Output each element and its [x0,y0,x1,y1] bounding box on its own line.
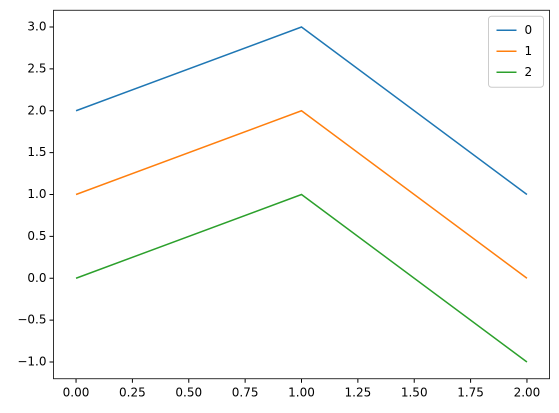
y-tick-label: 0.5 [27,229,46,243]
y-tick-label: 2.0 [27,103,46,117]
line [75,193,528,363]
legend-label: 0 [525,23,533,37]
line [75,109,528,279]
line [75,26,528,196]
x-tick-label: 0.75 [232,385,259,399]
x-tick-label: 0.00 [63,385,90,399]
y-tick-label: 3.0 [27,20,46,34]
x-tick-label: 2.00 [514,385,541,399]
plot-frame [53,9,550,380]
legend-label: 2 [525,65,533,79]
y-tick-label: 0.0 [27,271,46,285]
y-tick-label: −1.0 [17,355,46,369]
y-tick-label: 1.5 [27,145,46,159]
x-tick-label: 0.25 [119,385,146,399]
legend-label: 1 [525,44,533,58]
x-tick-label: 1.50 [401,385,428,399]
y-tick-label: −0.5 [17,313,46,327]
x-tick-label: 1.75 [457,385,484,399]
x-tick-label: 1.00 [288,385,315,399]
y-tick-label: 1.0 [27,187,46,201]
y-tick-label: 2.5 [27,61,46,75]
x-tick-label: 1.25 [345,385,372,399]
x-tick-label: 0.50 [175,385,202,399]
